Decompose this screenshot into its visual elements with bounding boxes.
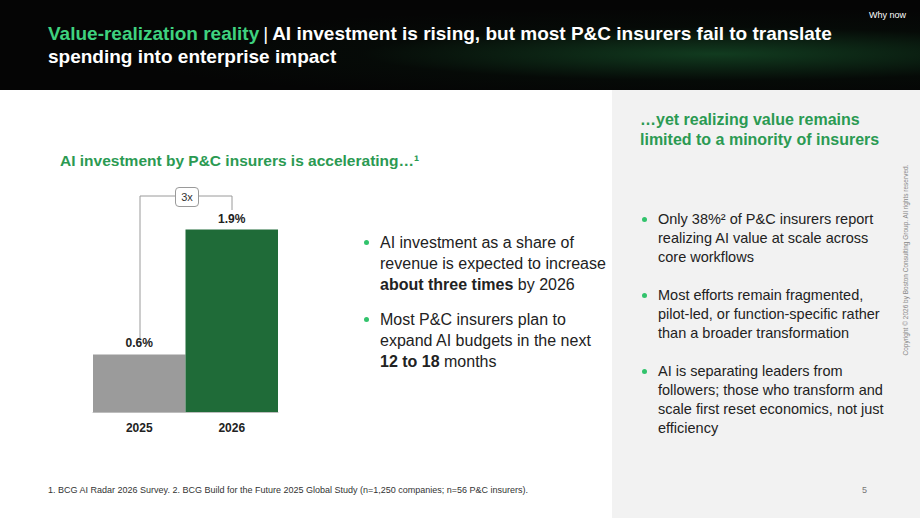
svg-text:2026: 2026 — [218, 421, 245, 435]
html-text:AI is separating leaders from: AI is separating leaders from followers;… — [658, 363, 884, 436]
html-text:1. BCG AI Radar 2026 Survey. 2: 1. BCG AI Radar 2026 Survey. 2. BCG Buil… — [48, 485, 529, 495]
html-text:3x: 3x — [181, 191, 193, 203]
html-text:12 to 18 months: 12 to 18 months — [380, 353, 497, 370]
html-text:about three times by 2026: about three times by 2026 — [380, 276, 575, 293]
html-text:Why now: Why now — [869, 10, 906, 20]
html-text:AI investment by P&C insurers: AI investment by P&C insurers is acceler… — [60, 152, 420, 169]
html-text:…yet realizing value remains l: …yet realizing value remains limited to … — [640, 111, 880, 148]
html-text:Value-realization reality | AI: Value-realization reality | AI investmen… — [48, 23, 832, 67]
html-text:Only 38%² of P&C insurers repo: Only 38%² of P&C insurers report realizi… — [658, 211, 874, 265]
svg-text:1.9%: 1.9% — [218, 212, 246, 226]
html-text:Most efforts remain fragmented: Most efforts remain fragmented, pilot-le… — [658, 287, 880, 341]
html-text:5: 5 — [862, 485, 867, 495]
html-text:Most P&C insurers plan to expa: Most P&C insurers plan to expand AI budg… — [380, 311, 591, 349]
svg-text:0.6%: 0.6% — [126, 336, 154, 350]
svg-text:2025: 2025 — [126, 421, 153, 435]
html-text:Copyright © 2026 by Boston Con: Copyright © 2026 by Boston Consulting Gr… — [901, 164, 909, 356]
html-text:AI investment as a share of re: AI investment as a share of revenue is e… — [380, 234, 606, 272]
